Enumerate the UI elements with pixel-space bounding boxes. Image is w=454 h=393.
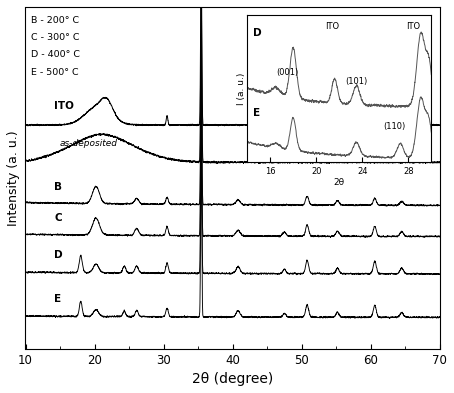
Text: as-deposited: as-deposited: [60, 139, 118, 148]
Text: E: E: [54, 294, 62, 304]
Text: C: C: [54, 213, 62, 223]
Text: ITO: ITO: [54, 101, 74, 111]
Text: E - 500° C: E - 500° C: [31, 68, 79, 77]
Y-axis label: Intensity (a. u.): Intensity (a. u.): [7, 130, 20, 226]
Text: B: B: [54, 182, 63, 192]
Text: C - 300° C: C - 300° C: [31, 33, 79, 42]
Text: D - 400° C: D - 400° C: [31, 50, 80, 59]
Text: B - 200° C: B - 200° C: [31, 16, 79, 25]
X-axis label: 2θ (degree): 2θ (degree): [192, 372, 273, 386]
Text: D: D: [54, 250, 63, 260]
